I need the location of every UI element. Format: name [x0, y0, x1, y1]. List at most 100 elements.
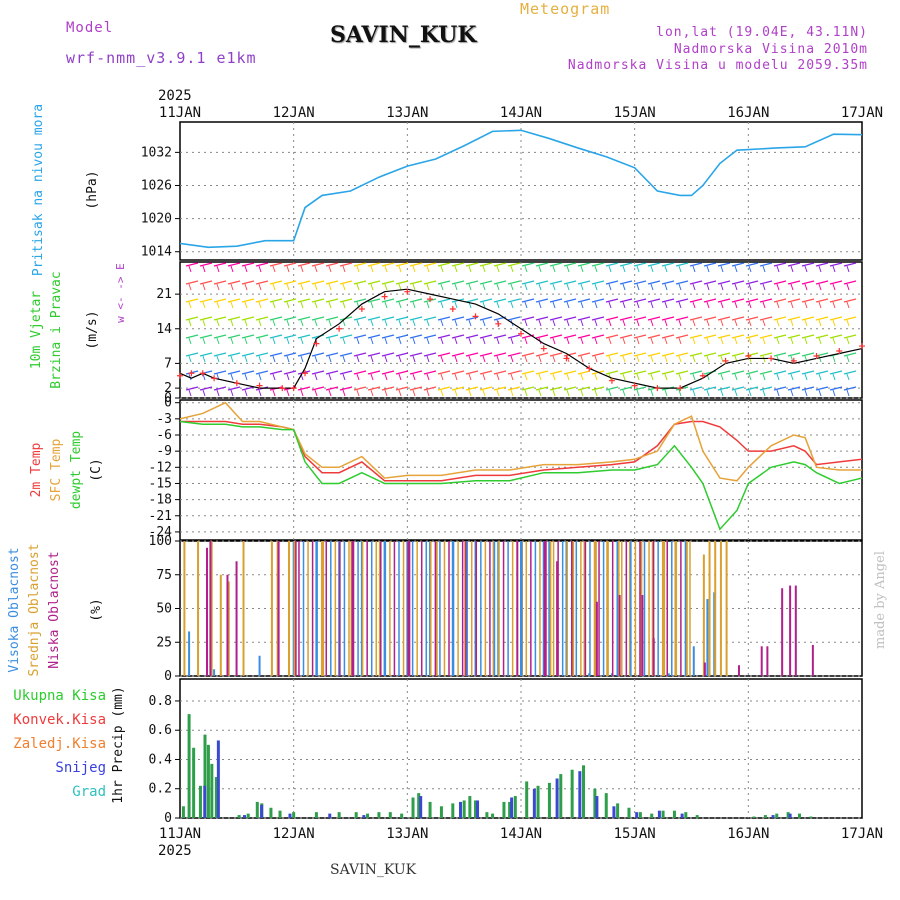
wind-barb-flag: [286, 355, 290, 363]
wind-barb-flag: [468, 319, 472, 327]
wind-barb-flag: [594, 337, 598, 345]
cloud-bar: [270, 541, 273, 676]
panel-frame-4: [179, 678, 863, 819]
precip-bar: [428, 801, 432, 818]
wind-gust-mark: [358, 305, 365, 312]
wind-barb-flag: [300, 337, 304, 345]
wind-barb: [423, 334, 437, 339]
wind-barb-flag: [384, 301, 388, 309]
precip-bar: [510, 797, 514, 818]
wind-gust-mark: [859, 343, 865, 350]
wind-barb-flag: [258, 389, 262, 397]
wind-barb-flag: [776, 389, 780, 397]
cloud-bar: [302, 541, 305, 676]
wind-gust-mark: [722, 357, 729, 364]
y-tick-label: 0: [164, 396, 172, 411]
wind-barb-flag: [454, 373, 458, 381]
wind-barb-flag: [482, 373, 486, 381]
wind-barb: [199, 352, 213, 357]
wind-barb-flag: [244, 283, 248, 291]
wind-barb-flag: [538, 265, 542, 273]
wind-barb: [815, 334, 829, 339]
wind-barb-flag: [580, 373, 584, 381]
watermark: made by Angel: [873, 551, 888, 649]
wind-barb: [381, 386, 395, 391]
wind-barb: [507, 334, 521, 339]
cloud-bar: [811, 644, 814, 676]
cloud-bar: [539, 541, 541, 676]
wind-barb-flag: [692, 337, 696, 345]
precip-bar: [377, 812, 381, 818]
wind-barb-flag: [538, 373, 542, 381]
precip-bar: [214, 777, 218, 818]
cloud-bar: [652, 541, 655, 676]
wind-barb: [269, 280, 283, 285]
wind-barb-flag: [398, 355, 402, 363]
pressure-unit: (hPa): [85, 170, 100, 209]
x-tick-label-top: 17JAN: [841, 105, 883, 121]
wind-barb: [507, 280, 521, 285]
wind-barb-flag: [818, 355, 822, 363]
wind-barb-flag: [608, 301, 612, 309]
wind-barb-flag: [622, 319, 626, 327]
cloud-bar: [398, 541, 400, 676]
wind-barb: [269, 262, 283, 267]
wind-barb: [423, 370, 437, 375]
wind-barb-flag: [818, 265, 822, 273]
wind-barb-flag: [342, 265, 346, 273]
wind-barb: [661, 370, 675, 375]
precip-bar: [786, 812, 790, 818]
wind-barb-flag: [790, 265, 794, 273]
wind-barb: [801, 370, 815, 375]
wind-barb: [367, 352, 381, 357]
wind-barb: [801, 262, 815, 267]
wind-barb: [507, 316, 521, 321]
wind-barb: [395, 370, 409, 375]
precip-bar: [809, 816, 813, 818]
wind-barb: [787, 370, 801, 375]
wind-barb-flag: [776, 355, 780, 363]
wind-barb-flag: [636, 265, 640, 273]
wind-barb: [801, 316, 815, 321]
wind-barb-flag: [804, 283, 808, 291]
wind-barb: [605, 386, 619, 391]
wind-barb: [689, 386, 703, 391]
cloud-bar: [572, 541, 575, 676]
precip-bar: [451, 803, 455, 818]
wind-barb: [381, 316, 395, 321]
cloud-bar: [425, 541, 428, 676]
cloud-bar: [352, 541, 355, 676]
wind-barb-flag: [328, 373, 332, 381]
wind-barb-flag: [832, 283, 836, 291]
wind-barb: [325, 316, 339, 321]
wind-barb: [577, 262, 591, 267]
cloud-bar: [470, 541, 473, 676]
wind-barb-flag: [216, 301, 220, 309]
x-tick-label-top: 11JAN: [159, 105, 201, 121]
y-tick-label: 1014: [141, 245, 172, 260]
wind-barb: [843, 262, 857, 267]
wind-barb: [185, 298, 199, 303]
wind-barb-flag: [580, 301, 584, 309]
wind-barb: [745, 316, 759, 321]
wind-barb: [801, 352, 815, 357]
wind-barb: [773, 370, 787, 375]
precip-bar: [243, 815, 247, 818]
wind-barb: [619, 352, 633, 357]
wind-barb: [297, 334, 311, 339]
precip-bar: [582, 765, 586, 818]
wind-barb: [843, 280, 857, 285]
wind-barb: [759, 386, 773, 391]
wind-barb-flag: [734, 373, 738, 381]
wind-barb: [227, 352, 241, 357]
wind-barb-flag: [384, 337, 388, 345]
wind-barb-flag: [566, 337, 570, 345]
x-tick-label-top: 15JAN: [614, 105, 656, 121]
cloud-bar: [493, 541, 496, 676]
wind-barb: [815, 298, 829, 303]
cloud-unit: (%): [89, 598, 104, 621]
wind-barb-flag: [608, 355, 612, 363]
wind-barb-flag: [510, 389, 514, 397]
wind-barb-flag: [524, 355, 528, 363]
wind-barb: [591, 386, 605, 391]
